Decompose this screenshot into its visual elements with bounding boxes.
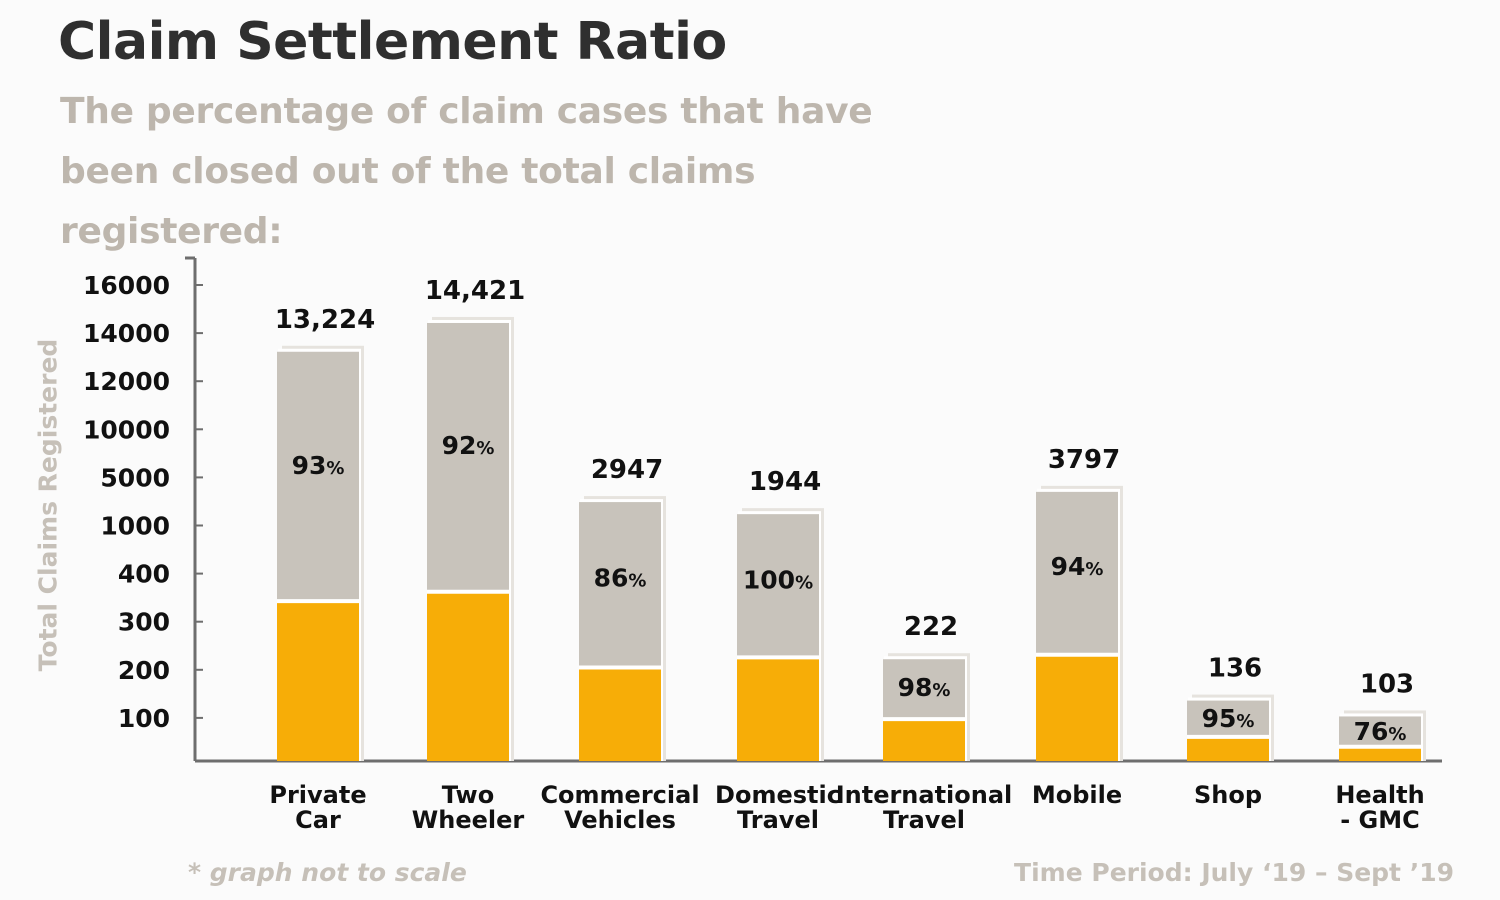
settled-bar (277, 601, 359, 761)
category-label: Domestic (715, 781, 841, 809)
total-value-label: 13,224 (275, 305, 375, 335)
scale-footnote: * graph not to scale (188, 858, 467, 887)
category-label: Car (295, 806, 341, 834)
total-value-label: 3797 (1048, 445, 1120, 475)
ratio-value: 94 (1051, 552, 1086, 581)
total-value-label: 14,421 (425, 276, 525, 306)
ratio-unit: % (476, 438, 494, 459)
y-tick-label: 16000 (83, 271, 170, 300)
category-label: Two (442, 781, 494, 809)
ratio-value: 98 (898, 673, 933, 702)
bar-group: 136 95% Shop (1187, 654, 1274, 809)
category-label: Vehicles (564, 806, 676, 834)
ratio-label: 95% (1202, 704, 1255, 733)
ratio-label: 76% (1354, 717, 1407, 746)
ratio-value: 76 (1354, 717, 1389, 746)
time-period-label: Time Period: July ‘19 – Sept ’19 (1014, 858, 1454, 887)
total-value-label: 136 (1208, 654, 1262, 684)
chart-title: Claim Settlement Ratio (58, 12, 727, 72)
ratio-unit: % (326, 458, 344, 479)
settled-bar (737, 657, 819, 761)
ratio-value: 92 (442, 431, 477, 460)
ratio-label: 92% (442, 431, 495, 460)
ratio-label: 100% (743, 566, 813, 595)
y-tick-label: 5000 (100, 463, 170, 492)
ratio-label: 93% (292, 451, 345, 480)
chart-subtitle: The percentage of claim cases that have … (60, 91, 873, 252)
category-label: Shop (1194, 781, 1262, 809)
ratio-value: 100 (743, 566, 795, 595)
ratio-unit: % (1236, 711, 1254, 732)
ratio-label: 94% (1051, 552, 1104, 581)
settled-bar (1036, 654, 1118, 761)
total-value-label: 103 (1360, 669, 1414, 699)
settled-bar (1339, 746, 1421, 761)
y-tick-label: 400 (118, 560, 170, 589)
ratio-value: 93 (292, 451, 327, 480)
category-label: International (836, 781, 1013, 809)
total-value-label: 1944 (749, 467, 821, 497)
category-label: Wheeler (412, 806, 525, 834)
total-value-label: 222 (904, 612, 958, 642)
category-label: Travel (883, 806, 965, 834)
ratio-label: 86% (594, 564, 647, 593)
ratio-unit: % (932, 680, 950, 701)
y-tick-label: 12000 (83, 367, 170, 396)
y-tick-label: 100 (118, 704, 170, 733)
category-label: Commercial (540, 781, 699, 809)
ratio-value: 86 (594, 564, 629, 593)
y-tick-label: 14000 (83, 319, 170, 348)
category-label: Travel (737, 806, 819, 834)
ratio-unit: % (1085, 559, 1103, 580)
category-label: Mobile (1032, 781, 1122, 809)
ratio-value: 95 (1202, 704, 1237, 733)
settled-bar (579, 667, 661, 761)
ratio-unit: % (628, 571, 646, 592)
ratio-unit: % (1388, 724, 1406, 745)
y-tick-label: 1000 (100, 512, 170, 541)
ratio-unit: % (795, 573, 813, 594)
total-value-label: 2947 (591, 455, 663, 485)
y-tick-label: 10000 (83, 415, 170, 444)
category-label: - GMC (1340, 806, 1420, 834)
settled-bar (883, 719, 965, 761)
category-label: Health (1335, 781, 1424, 809)
bar-group: 103 76% Health- GMC (1335, 669, 1426, 834)
ratio-label: 98% (898, 673, 951, 702)
settled-bar (427, 591, 509, 761)
settled-bar (1187, 736, 1269, 761)
y-tick-label: 300 (118, 608, 170, 637)
category-label: Private (269, 781, 366, 809)
y-tick-label: 200 (118, 656, 170, 685)
bar-group: 3797 94% Mobile (1032, 445, 1123, 809)
